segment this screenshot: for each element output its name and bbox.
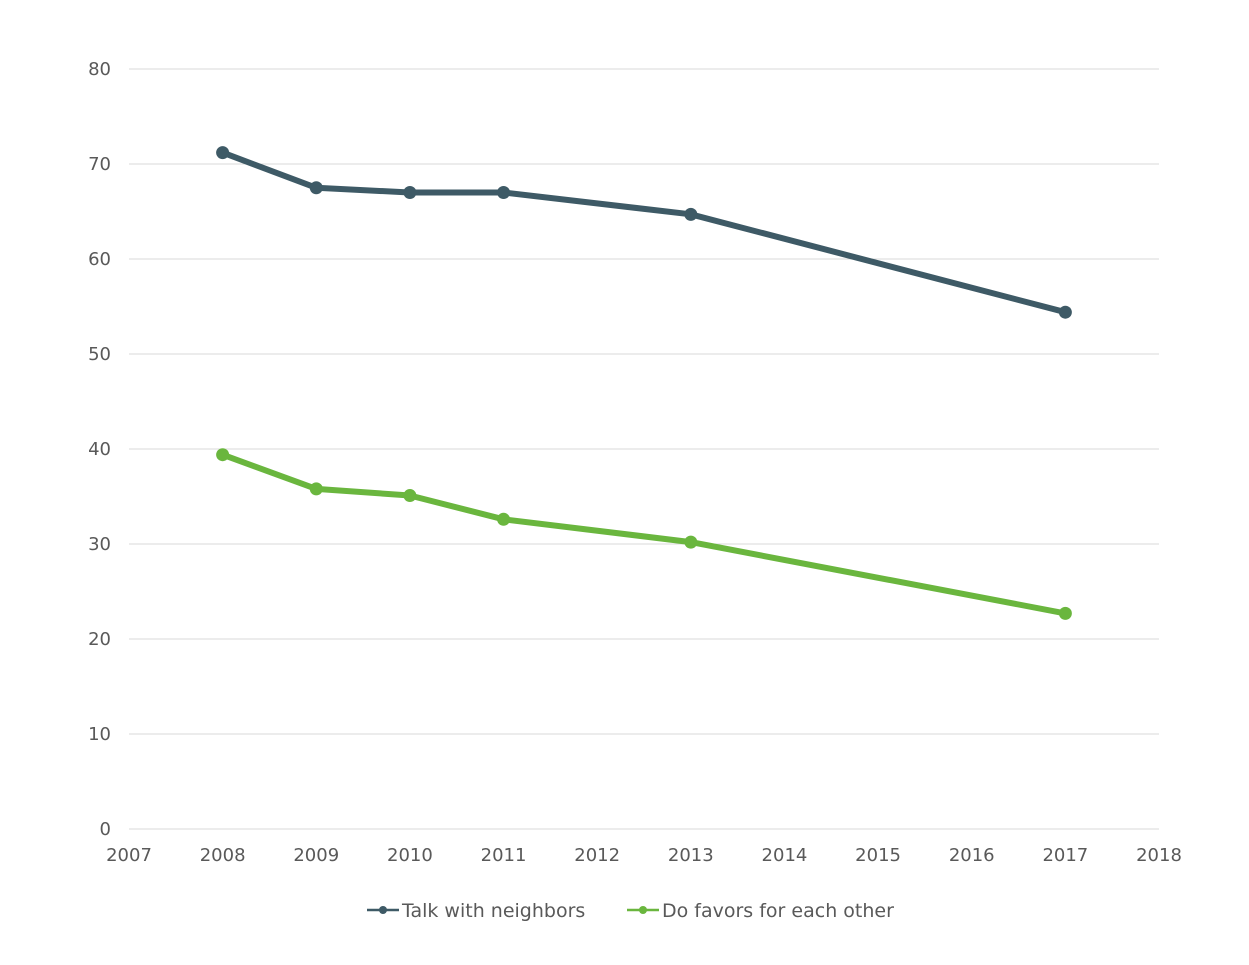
- x-tick-label: 2011: [481, 845, 527, 866]
- y-tick-label: 70: [88, 154, 111, 175]
- x-tick-label: 2013: [668, 845, 714, 866]
- legend-entry: Talk with neighbors: [367, 900, 585, 922]
- legend-marker-swatch: [639, 906, 647, 914]
- y-tick-label: 10: [88, 724, 111, 745]
- y-tick-label: 0: [100, 819, 111, 840]
- data-point: [497, 512, 511, 526]
- data-point: [309, 482, 323, 496]
- data-point: [403, 489, 417, 503]
- y-tick-label: 20: [88, 629, 111, 650]
- data-point: [1058, 305, 1072, 319]
- data-point: [216, 146, 230, 160]
- data-point: [216, 448, 230, 462]
- gridlines: [129, 68, 1159, 735]
- x-tick-label: 2014: [762, 845, 808, 866]
- legend-marker-swatch: [379, 906, 387, 914]
- x-tick-label: 2010: [387, 845, 433, 866]
- x-tick-label: 2015: [855, 845, 901, 866]
- legend-label: Do favors for each other: [662, 900, 894, 922]
- data-point: [403, 186, 417, 199]
- series-lines: [216, 146, 1072, 620]
- x-tick-label: 2012: [574, 845, 620, 866]
- axes: 0 10 20 30 40 50 60 70 80 2007 2008 2009 2010 2011 201…: [88, 59, 1182, 866]
- legend-label: Talk with neighbors: [401, 900, 585, 922]
- x-tick-label: 2008: [200, 845, 246, 866]
- data-point: [684, 207, 698, 221]
- x-tick-label: 2016: [949, 845, 995, 866]
- data-point: [497, 186, 511, 199]
- y-tick-label: 30: [88, 534, 111, 555]
- x-tick-label: 2007: [106, 845, 152, 866]
- x-tick-label: 2018: [1136, 845, 1182, 866]
- data-point: [684, 535, 698, 549]
- data-point: [1058, 606, 1072, 620]
- y-tick-label: 50: [88, 344, 111, 365]
- y-tick-label: 80: [88, 59, 111, 80]
- x-tick-label: 2017: [1042, 845, 1088, 866]
- x-tick-label: 2009: [293, 845, 339, 866]
- legend-entry: Do favors for each other: [627, 900, 894, 922]
- data-point: [309, 181, 323, 195]
- legend: Talk with neighbors Do favors for each ot…: [367, 900, 894, 922]
- series-2: [216, 448, 1072, 620]
- series-1: [216, 146, 1072, 319]
- series-line: [219, 149, 1069, 316]
- series-line: [219, 451, 1069, 617]
- y-tick-label: 60: [88, 249, 111, 270]
- y-tick-label: 40: [88, 439, 111, 460]
